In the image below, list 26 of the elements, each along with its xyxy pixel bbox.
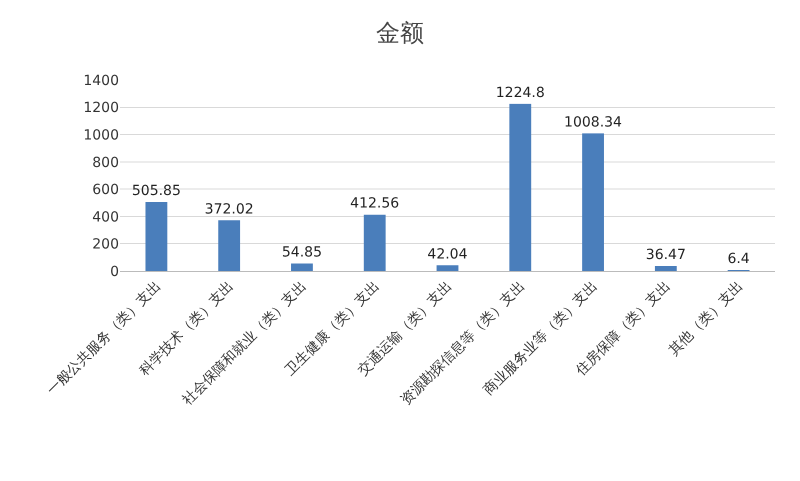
data-label: 54.85 [282, 244, 322, 261]
bar [436, 265, 458, 271]
y-tick-label: 800 [92, 154, 119, 171]
bar [218, 220, 240, 271]
y-tick-label: 1000 [83, 127, 119, 144]
y-tick-label: 0 [110, 264, 119, 280]
data-label: 42.04 [427, 246, 468, 262]
y-tick-label: 1400 [83, 72, 119, 89]
data-label: 372.02 [204, 201, 254, 218]
y-tick-label: 600 [92, 182, 119, 198]
y-tick-label: 1200 [83, 100, 119, 116]
data-label: 505.85 [132, 182, 181, 199]
bar [509, 104, 532, 271]
bar [582, 133, 604, 271]
bar [654, 266, 677, 271]
y-tick-label: 200 [92, 236, 119, 253]
data-label: 36.47 [646, 247, 686, 264]
chart-title: 金额 [376, 18, 424, 47]
bar [364, 214, 386, 271]
data-label: 412.56 [350, 196, 400, 212]
y-tick-label: 400 [92, 209, 119, 226]
data-label: 6.4 [727, 251, 750, 267]
bar [291, 264, 313, 271]
bar [145, 202, 168, 271]
data-label: 1008.34 [564, 114, 622, 130]
data-label: 1224.8 [496, 84, 545, 101]
